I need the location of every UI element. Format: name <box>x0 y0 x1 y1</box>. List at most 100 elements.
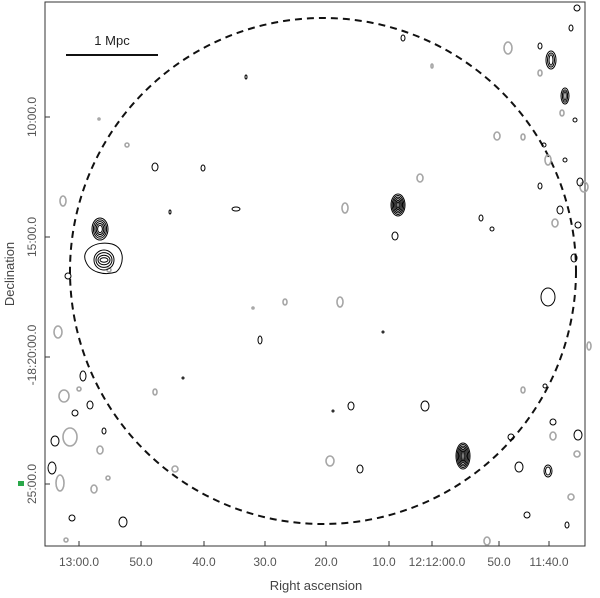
negative-contour <box>63 537 69 543</box>
negative-contour <box>96 445 104 455</box>
negative-contour <box>171 465 179 473</box>
scale-bar-label: 1 Mpc <box>94 33 130 48</box>
negative-contour <box>124 142 130 148</box>
source-contour <box>47 461 57 475</box>
source-contour <box>564 521 570 529</box>
negative-contour <box>152 388 158 396</box>
source-contour <box>391 231 399 241</box>
source-contour <box>507 433 515 441</box>
x-tick-label: 50.0 <box>129 555 153 569</box>
green-marker <box>18 481 24 486</box>
source-contour <box>92 219 108 239</box>
negative-contour <box>579 181 589 193</box>
source-contour <box>543 464 553 478</box>
negative-contours <box>53 41 592 546</box>
source-contour <box>97 224 103 234</box>
negative-contour <box>53 325 63 339</box>
x-tick-marks <box>78 541 550 546</box>
source-contour <box>545 50 557 70</box>
source-contour <box>537 182 543 190</box>
negative-contour <box>90 484 98 494</box>
plot-frame <box>44 1 586 547</box>
source-contour <box>231 206 241 212</box>
x-tick-label: 40.0 <box>192 555 216 569</box>
source-contour <box>97 254 111 266</box>
extended-emission-contour <box>84 242 123 275</box>
negative-contour <box>520 386 526 394</box>
source-contour <box>573 429 583 441</box>
x-tick-label: 10.0 <box>372 555 396 569</box>
source-contour <box>537 42 543 50</box>
y-axis-title: Declination <box>2 242 17 306</box>
source-contour <box>561 89 569 103</box>
negative-contour <box>520 133 526 141</box>
negative-contour <box>567 493 575 501</box>
source-contour <box>420 400 430 412</box>
source-contour <box>392 196 404 214</box>
source-contour <box>576 177 584 187</box>
source-contour <box>244 74 248 80</box>
source-contour <box>347 401 355 411</box>
source-contour <box>542 383 548 389</box>
negative-contour <box>573 450 581 458</box>
source-contour <box>86 400 94 410</box>
x-tick-label: 13:00.0 <box>59 555 99 569</box>
source-contour <box>356 464 364 474</box>
negative-contour <box>251 306 255 310</box>
source-contour <box>460 448 466 464</box>
source-contour <box>545 466 551 476</box>
source-contour <box>395 199 401 211</box>
negative-contour <box>62 427 78 447</box>
x-tick-label: 30.0 <box>253 555 277 569</box>
source-contour <box>548 54 554 66</box>
source-contour <box>95 252 113 268</box>
negative-contour <box>59 195 67 207</box>
source-contour <box>456 444 470 468</box>
source-contour <box>489 226 495 232</box>
source-contour <box>563 91 567 101</box>
y-tick-marks <box>45 116 50 485</box>
negative-contour <box>551 218 559 228</box>
source-contour <box>394 198 402 212</box>
x-axis-title: Right ascension <box>270 578 363 593</box>
y-tick-labels: 10:00.0 15:00.0 -18:20:00.0 25:00.0 <box>25 97 39 504</box>
y-tick-label: -18:20:00.0 <box>25 324 39 385</box>
source-contour <box>168 209 172 215</box>
x-tick-labels: 13:00.0 50.0 40.0 30.0 20.0 10.0 12:12:0… <box>59 555 569 569</box>
source-contour <box>118 516 128 528</box>
source-contour <box>50 435 60 447</box>
source-contour <box>455 442 471 470</box>
source-contour <box>547 52 555 68</box>
positive-contours <box>47 4 584 529</box>
source-contour <box>461 450 465 462</box>
source-contour <box>478 214 484 222</box>
negative-contour <box>336 296 344 308</box>
negative-contour <box>483 536 491 546</box>
source-contour <box>556 205 564 215</box>
source-contour <box>68 514 76 522</box>
source-contour <box>64 272 72 280</box>
negative-contour <box>537 69 543 77</box>
y-tick-label: 10:00.0 <box>25 97 39 137</box>
negative-contour <box>493 131 501 141</box>
source-contour <box>200 164 206 172</box>
source-contour <box>151 162 159 172</box>
x-tick-label: 12:12:00.0 <box>409 555 466 569</box>
negative-contour <box>416 173 424 183</box>
source-contour <box>391 195 405 215</box>
negative-contour <box>97 117 101 121</box>
source-contour <box>396 201 400 209</box>
negative-contour <box>282 298 288 306</box>
source-contour <box>562 157 568 163</box>
source-contour <box>523 511 531 519</box>
source-contour <box>79 370 87 382</box>
source-contour <box>99 257 109 263</box>
x-tick-label: 11:40.0 <box>529 555 568 569</box>
negative-contour <box>559 109 565 117</box>
negative-contour <box>503 41 513 55</box>
x-tick-label: 20.0 <box>314 555 338 569</box>
negative-contour <box>105 475 111 481</box>
source-contour <box>549 418 557 426</box>
negative-contour <box>341 202 349 214</box>
